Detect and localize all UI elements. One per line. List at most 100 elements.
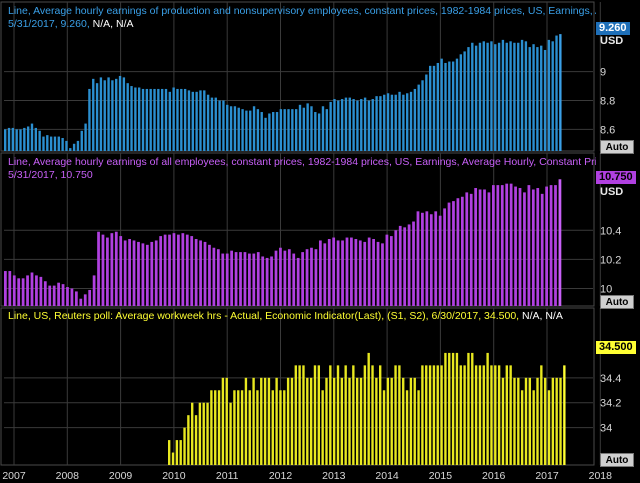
panel2-bar	[234, 252, 238, 306]
panel1-legend-values: 5/31/2017, 9.260,	[8, 18, 90, 30]
panel3-bar	[482, 365, 485, 465]
panel2-bar	[460, 196, 464, 306]
panel1-bar	[409, 91, 413, 151]
panel2-bar	[225, 253, 229, 306]
panel1-auto-button[interactable]: Auto	[600, 140, 634, 154]
panel3-bar	[302, 365, 305, 465]
panel2-bar	[465, 192, 469, 306]
panel2-bar	[185, 234, 189, 306]
panel2-bar	[531, 189, 535, 306]
panel3-bar	[294, 365, 297, 465]
panel3-y-tick-34.4: 34.4	[600, 373, 621, 385]
panel1-bar	[325, 109, 328, 151]
panel3-legend: Line, US, Reuters poll: Average workweek…	[8, 310, 596, 323]
panel1-bar	[440, 58, 443, 151]
panel3-bar	[494, 365, 497, 465]
panel3-bar	[252, 377, 255, 465]
panel1-bar	[222, 100, 225, 151]
panel1-bar	[482, 41, 485, 152]
panel1-bar	[118, 75, 122, 151]
panel1-bar	[65, 140, 68, 151]
panel2-legend: Line, Average hourly earnings of all emp…	[8, 156, 596, 182]
panel1-bar	[425, 74, 428, 151]
panel1-bar	[141, 88, 145, 151]
panel2-bar	[177, 234, 180, 306]
panel1-bar	[252, 106, 256, 151]
panel1-bar	[279, 109, 283, 151]
panel1-bar	[172, 87, 175, 151]
panel1-bar	[455, 58, 459, 151]
panel2-bar	[83, 294, 87, 306]
panel1-bar	[187, 90, 191, 151]
panel2-bar	[150, 241, 154, 306]
panel2-bar	[270, 256, 273, 306]
panel2-bar	[412, 221, 415, 306]
panel3-y-tick-34: 34	[600, 423, 612, 435]
panel1-bar	[210, 97, 214, 151]
panel3-bar	[279, 390, 282, 465]
panel2-bar	[203, 241, 207, 306]
panel1-bar	[478, 42, 482, 151]
panel3-bar	[379, 365, 382, 465]
panel2-bar	[301, 252, 304, 306]
panel1-bar	[206, 94, 210, 151]
panel2-bar	[416, 211, 420, 306]
panel2-bar	[106, 237, 109, 306]
panel3-bar	[202, 402, 205, 465]
panel3-bar	[206, 402, 209, 465]
panel1-bar	[103, 80, 106, 151]
panel1-bar	[547, 39, 551, 151]
panel3-bar	[367, 352, 370, 465]
panel3-bar	[520, 390, 524, 465]
panel1-bar	[490, 41, 493, 152]
panel3-bar	[290, 377, 294, 465]
panel3-bar	[409, 377, 413, 465]
panel2-bar	[478, 189, 482, 306]
panel1-bar	[176, 88, 179, 151]
panel1-bar	[203, 90, 206, 151]
panel1-bar	[505, 42, 508, 151]
panel3-auto-button[interactable]: Auto	[600, 453, 634, 467]
panel2-auto-button[interactable]: Auto	[600, 295, 634, 309]
panel1-bar	[344, 97, 348, 151]
panel1-bar	[356, 100, 359, 151]
panel3-bar	[191, 402, 194, 465]
panel3-bar	[375, 377, 378, 465]
panel1-bar	[46, 135, 49, 151]
panel3-bar	[309, 377, 313, 465]
panel3-bar	[344, 365, 347, 465]
panel2-bar	[407, 224, 411, 306]
panel2-bar	[141, 243, 145, 306]
panel2-bar	[97, 231, 100, 306]
panel2-bar	[492, 185, 495, 306]
panel1-bar	[337, 100, 340, 151]
panel2-bar	[252, 253, 256, 306]
panel1-bar	[233, 106, 237, 151]
panel3-bar	[390, 377, 393, 465]
panel2-bar	[137, 241, 140, 306]
panel1-bar	[95, 83, 99, 151]
panel2-bar	[30, 272, 34, 306]
panel3-bar	[451, 352, 455, 465]
panel1-bar	[524, 41, 528, 152]
panel2-bar	[518, 188, 522, 306]
panel1-bar	[413, 88, 417, 151]
panel3-bar	[536, 377, 539, 465]
panel3-bar	[240, 390, 244, 465]
panel1-bar	[559, 34, 562, 151]
panel1-bar	[88, 88, 91, 151]
panel3-bar	[394, 365, 397, 465]
panel2-bar	[283, 250, 287, 306]
panel2-unit: USD	[600, 186, 624, 198]
panel2-bar	[385, 234, 389, 306]
panel1-bar	[371, 99, 374, 151]
panel2-bar	[514, 186, 517, 306]
panel2-bar	[376, 241, 380, 306]
panel3-bar	[237, 390, 240, 465]
panel3-bar	[355, 377, 359, 465]
panel2-bar	[265, 257, 269, 306]
panel1-bar	[157, 88, 160, 151]
panel3-bar	[214, 390, 217, 465]
panel1-current-value: 9.260	[596, 22, 630, 35]
panel2-bar	[154, 240, 158, 306]
